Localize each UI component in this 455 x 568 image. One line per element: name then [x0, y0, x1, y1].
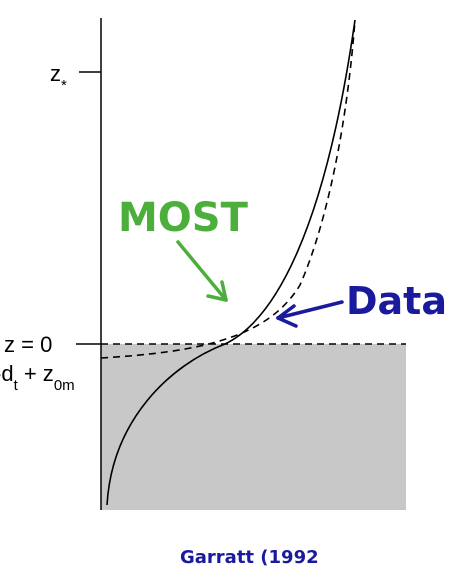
z-star-label: z*: [50, 61, 67, 94]
roughness-0m-sub: 0m: [54, 377, 75, 394]
most-arrow: [176, 240, 228, 302]
most-label: MOST: [118, 195, 249, 241]
ground-region: [101, 344, 406, 510]
data-profile-curve: [106, 19, 356, 506]
z-zero-label: z = 0: [4, 332, 52, 357]
roughness-main: -d: [0, 361, 14, 386]
most-profile-curve: [100, 19, 356, 359]
citation-text: Garratt (1992): [180, 548, 320, 568]
data-label: Data: [346, 279, 447, 323]
z-star-sub: *: [61, 77, 67, 94]
z-star-main: z: [50, 61, 61, 86]
roughness-mid: + z: [18, 361, 54, 386]
roughness-label: -dt + z0m: [0, 361, 75, 394]
data-arrow: [276, 300, 344, 328]
roughness-t-sub: t: [14, 377, 19, 394]
